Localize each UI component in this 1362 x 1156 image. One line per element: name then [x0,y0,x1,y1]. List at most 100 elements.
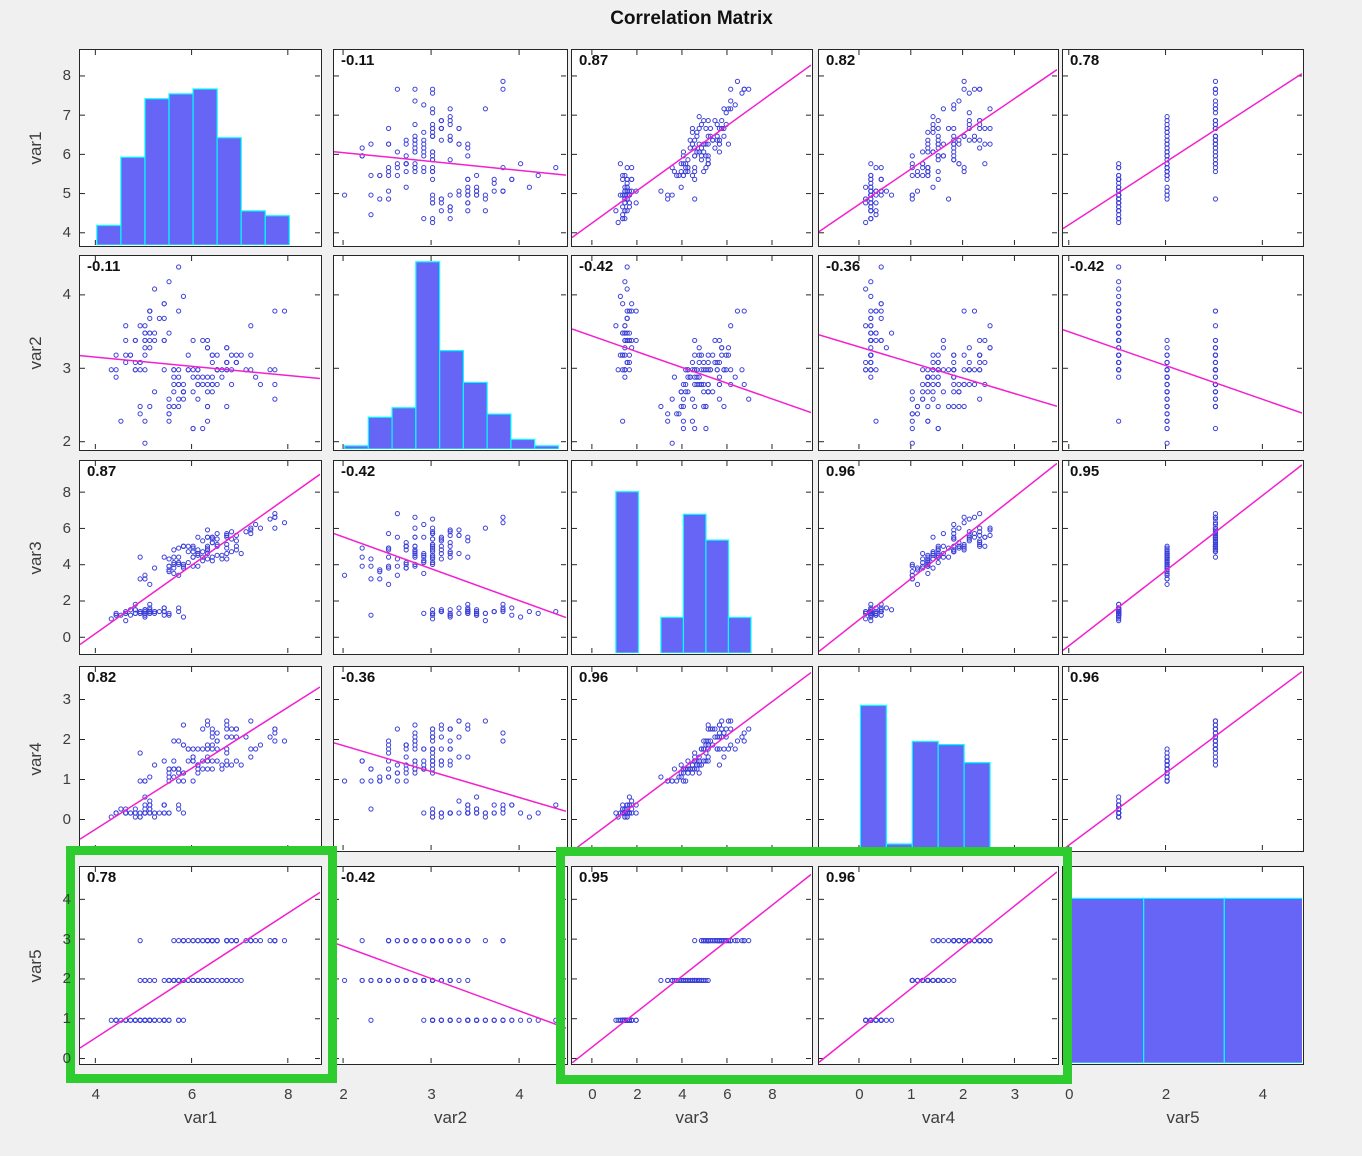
subplot-var1-vs-var5: 0.78 [1062,49,1304,247]
y-axis-label-var4: var4 [26,742,45,776]
subplot-var4-vs-var1: 0.82 [79,666,322,852]
correlation-value-var5-var2: -0.42 [341,869,376,886]
subplot-var3-vs-var5: 0.95 [1062,460,1304,655]
plot-canvas [1063,867,1302,1063]
y-tick-label: 3 [62,930,71,948]
subplot-var1-vs-var3: 0.87 [571,49,813,247]
correlation-value-var4-var3: 0.96 [579,669,609,686]
y-axis-label-var5: var5 [26,948,45,983]
x-axis-label-var1: var1 [183,1108,218,1127]
plot-canvas [334,867,566,1063]
histogram-var5 [1062,866,1304,1065]
highlight-box-var5-var1 [66,846,337,1083]
subplot-var3-vs-var1: 0.87 [79,460,322,655]
plot-canvas [1063,461,1302,653]
plot-canvas [1063,667,1302,850]
y-tick-label: 2 [62,592,71,610]
plot-canvas [819,50,1057,245]
y-tick-label: 2 [62,970,71,988]
correlation-value-var1-var2: -0.11 [341,52,375,69]
y-axis-label-var1: var1 [26,131,45,165]
subplot-var1-vs-var4: 0.82 [818,49,1059,247]
y-tick-label: 0 [62,811,71,828]
histogram-var1 [79,49,322,247]
plot-canvas [819,461,1057,653]
correlation-value-var1-var5: 0.78 [1070,52,1100,69]
y-tick-label: 2 [62,731,71,748]
y-tick-label: 4 [62,224,71,242]
subplot-var5-vs-var1: 0.78 [79,866,322,1065]
subplot-var2-vs-var5: -0.42 [1062,255,1304,451]
y-axis-label-var3: var3 [26,540,45,575]
plot-canvas [572,867,811,1063]
y-tick-label: 6 [62,145,71,163]
y-tick-label: 7 [62,106,71,124]
x-tick-label: 8 [284,1086,293,1103]
subplot-var5-vs-var3: 0.95 [571,866,813,1065]
plot-canvas [572,461,811,653]
x-axis-label-var5: var5 [1166,1108,1200,1127]
plot-canvas [819,667,1057,850]
y-tick-label: 3 [62,359,71,377]
subplot-var2-vs-var4: -0.36 [818,255,1059,451]
plot-canvas [572,256,811,449]
x-tick-label: 2 [339,1086,348,1103]
x-tick-label: 4 [515,1086,524,1103]
x-tick-label: 6 [723,1086,732,1103]
plot-canvas [334,50,566,245]
plot-canvas [1063,256,1302,449]
correlation-value-var3-var5: 0.95 [1070,463,1100,480]
x-tick-label: 0 [855,1086,864,1103]
plot-canvas [572,50,811,245]
subplot-var2-vs-var1: -0.11 [79,255,322,451]
x-tick-label: 2 [633,1086,642,1103]
subplot-var5-vs-var4: 0.96 [818,866,1059,1065]
plot-canvas [80,256,320,449]
x-axis-label-var4: var4 [921,1108,956,1127]
x-tick-label: 0 [1065,1086,1074,1103]
histogram-var3 [571,460,813,655]
histogram-var4 [818,666,1059,852]
figure-title: Correlation Matrix [610,8,773,29]
subplot-var4-vs-var5: 0.96 [1062,666,1304,852]
y-tick-label: 4 [62,556,71,574]
x-tick-label: 4 [91,1086,100,1103]
correlation-value-var4-var5: 0.96 [1070,669,1100,686]
correlation-value-var4-var1: 0.82 [87,669,117,686]
highlight-box-var5-var3-var4 [556,847,1072,1084]
correlation-value-var3-var1: 0.87 [87,463,117,480]
correlation-value-var5-var3: 0.95 [579,869,609,886]
x-tick-label: 2 [958,1086,968,1103]
subplot-var1-vs-var2: -0.11 [333,49,568,247]
x-tick-label: 1 [907,1086,916,1103]
subplot-var4-vs-var3: 0.96 [571,666,813,852]
correlation-value-var2-var5: -0.42 [1070,258,1105,275]
y-tick-label: 0 [62,628,71,646]
subplot-var3-vs-var2: -0.42 [333,460,568,655]
x-tick-label: 3 [1010,1086,1020,1103]
x-tick-label: 2 [1161,1086,1171,1103]
plot-canvas [334,667,566,850]
subplot-var2-vs-var3: -0.42 [571,255,813,451]
correlation-value-var2-var1: -0.11 [87,258,121,275]
correlation-value-var5-var4: 0.96 [826,869,856,886]
plot-canvas [334,256,566,449]
plot-canvas [1063,50,1302,245]
y-tick-label: 2 [62,433,71,451]
plot-canvas [80,867,320,1063]
correlation-value-var5-var1: 0.78 [87,869,117,886]
y-tick-label: 4 [62,890,71,908]
x-tick-label: 4 [1258,1086,1268,1103]
y-tick-label: 3 [62,691,71,708]
plot-canvas [80,50,320,245]
subplot-var3-vs-var4: 0.96 [818,460,1059,655]
y-tick-label: 8 [62,67,71,85]
x-tick-label: 0 [588,1086,597,1103]
y-tick-label: 5 [62,185,71,203]
correlation-value-var2-var3: -0.42 [579,258,614,275]
correlation-value-var3-var2: -0.42 [341,463,376,480]
x-tick-label: 8 [768,1086,777,1103]
plot-canvas [334,461,566,653]
correlation-value-var3-var4: 0.96 [826,463,856,480]
